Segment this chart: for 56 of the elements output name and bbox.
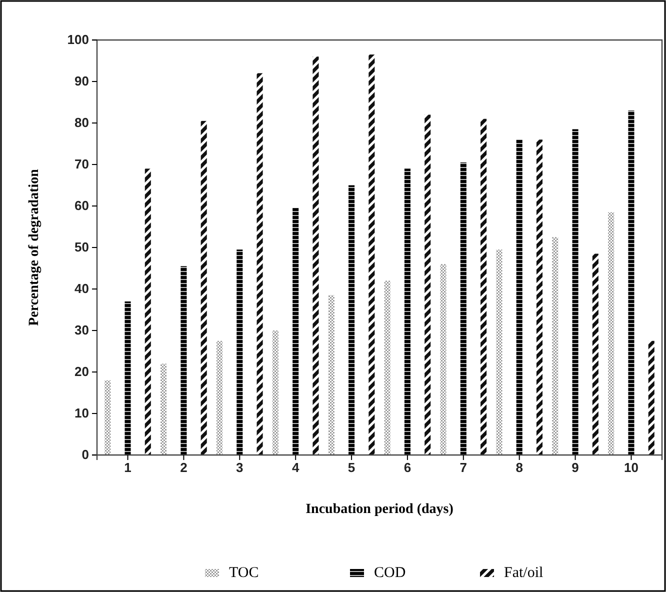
bar (312, 56, 319, 455)
bar (480, 118, 487, 455)
bar (292, 208, 299, 455)
y-tick-label: 90 (74, 74, 89, 89)
x-tick-label: 9 (572, 460, 579, 476)
bar (256, 73, 263, 455)
y-tick-label: 50 (74, 240, 89, 255)
bar (216, 340, 223, 455)
bar (572, 129, 578, 455)
bar (104, 380, 111, 455)
bar (328, 295, 334, 455)
y-tick-label: 20 (74, 364, 89, 380)
x-tick-label: 3 (236, 460, 244, 476)
bar (236, 250, 243, 455)
legend-label: COD (374, 565, 406, 581)
bar (384, 280, 390, 455)
y-tick-label: 100 (67, 32, 89, 48)
bar (608, 212, 614, 455)
x-tick-label: 8 (516, 460, 523, 476)
y-tick-label: 60 (74, 198, 89, 214)
y-tick-label: 40 (74, 281, 89, 296)
bar (516, 140, 522, 455)
x-tick-label: 10 (624, 460, 638, 476)
bar (424, 114, 431, 455)
x-tick-label: 4 (292, 460, 300, 476)
bar (648, 340, 654, 455)
x-tick-label: 6 (404, 460, 412, 476)
x-tick-label: 2 (180, 460, 188, 476)
bar (368, 54, 375, 455)
x-tick-label: 1 (124, 460, 132, 476)
x-tick-label: 5 (348, 460, 356, 476)
bar (124, 301, 131, 455)
y-tick-label: 30 (74, 322, 89, 338)
bar (592, 254, 598, 455)
x-axis-title: Incubation period (days) (306, 502, 454, 517)
x-tick-label: 7 (460, 460, 468, 476)
y-axis-title: Percentage of degradation (27, 168, 42, 326)
bar (348, 185, 355, 455)
y-tick-label: 0 (82, 447, 89, 462)
bar (628, 110, 634, 455)
y-tick-label: 10 (74, 406, 89, 421)
bar (496, 250, 502, 455)
bar (180, 266, 187, 455)
bar (144, 168, 151, 455)
bar (552, 237, 558, 455)
bar (536, 140, 543, 455)
y-tick-label: 70 (74, 156, 89, 172)
legend-label: Fat/oil (504, 565, 544, 581)
bar (440, 264, 446, 455)
legend-label: TOC (229, 565, 259, 581)
bar (272, 330, 278, 455)
bar (404, 168, 410, 455)
bar (160, 364, 167, 455)
bar (200, 120, 207, 455)
bar (460, 162, 466, 455)
y-tick-label: 80 (74, 115, 89, 130)
